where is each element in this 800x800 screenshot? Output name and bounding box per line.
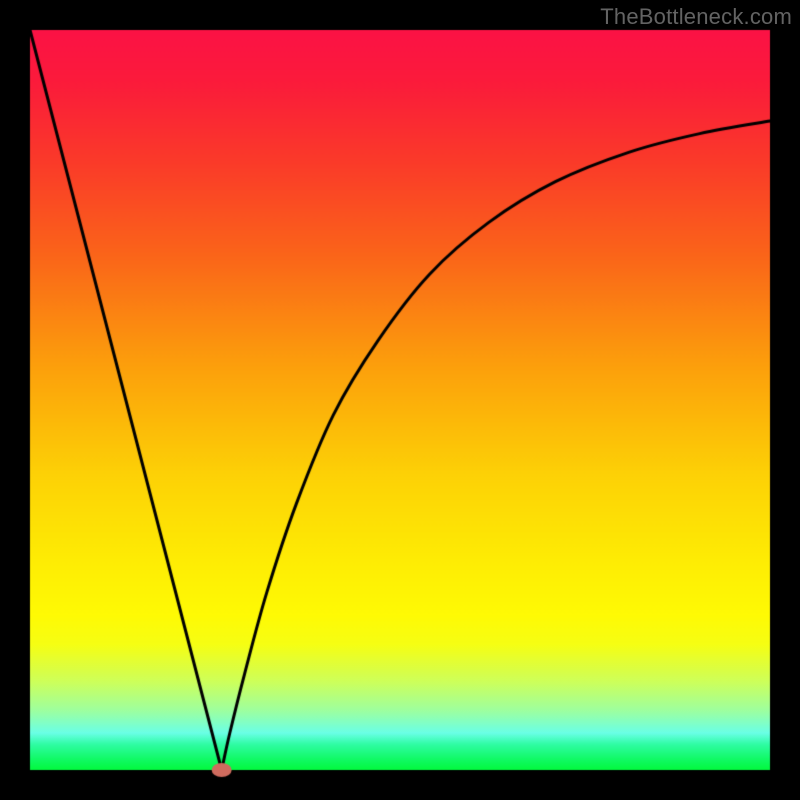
chart-container: TheBottleneck.com <box>0 0 800 800</box>
bottleneck-chart-canvas <box>0 0 800 800</box>
